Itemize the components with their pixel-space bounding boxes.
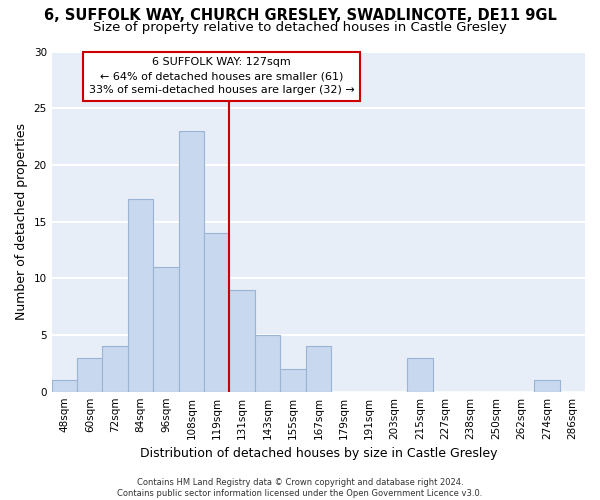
- Y-axis label: Number of detached properties: Number of detached properties: [15, 123, 28, 320]
- Bar: [52, 380, 77, 392]
- Bar: [229, 290, 255, 392]
- X-axis label: Distribution of detached houses by size in Castle Gresley: Distribution of detached houses by size …: [140, 447, 497, 460]
- Bar: [305, 346, 331, 392]
- Bar: [153, 267, 179, 392]
- Text: 6 SUFFOLK WAY: 127sqm
← 64% of detached houses are smaller (61)
33% of semi-deta: 6 SUFFOLK WAY: 127sqm ← 64% of detached …: [89, 57, 355, 95]
- Bar: [407, 358, 433, 392]
- Bar: [534, 380, 560, 392]
- Bar: [179, 131, 204, 392]
- Bar: [255, 335, 280, 392]
- Bar: [128, 199, 153, 392]
- Bar: [204, 233, 229, 392]
- Text: Size of property relative to detached houses in Castle Gresley: Size of property relative to detached ho…: [93, 21, 507, 34]
- Bar: [280, 369, 305, 392]
- Text: Contains HM Land Registry data © Crown copyright and database right 2024.
Contai: Contains HM Land Registry data © Crown c…: [118, 478, 482, 498]
- Bar: [103, 346, 128, 392]
- Bar: [77, 358, 103, 392]
- Text: 6, SUFFOLK WAY, CHURCH GRESLEY, SWADLINCOTE, DE11 9GL: 6, SUFFOLK WAY, CHURCH GRESLEY, SWADLINC…: [44, 8, 556, 22]
